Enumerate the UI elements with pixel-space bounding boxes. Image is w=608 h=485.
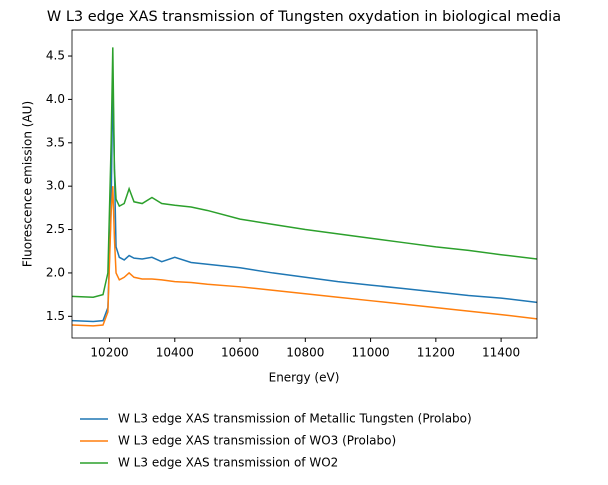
x-tick-label: 10800 [286,346,324,360]
y-tick-label: 2.5 [46,222,65,236]
y-tick-label: 2.0 [46,265,65,279]
plot-frame [71,29,538,339]
series-line [72,47,537,298]
legend-label: W L3 edge XAS transmission of WO3 (Prola… [118,434,396,448]
x-tick-label: 10400 [156,346,194,360]
y-axis-label: Fluorescence emission (AU) [21,101,35,267]
x-tick-label: 11000 [351,346,389,360]
y-tick-label: 4.5 [46,49,65,63]
x-axis-label: Energy (eV) [269,371,340,385]
x-tick-label: 10200 [90,346,128,360]
x-tick-label: 10600 [221,346,259,360]
series-line [72,186,537,327]
x-tick-label: 11200 [417,346,455,360]
y-tick-label: 3.5 [46,135,65,149]
legend-label: W L3 edge XAS transmission of WO2 [118,456,338,470]
y-tick-label: 4.0 [46,92,65,106]
y-tick-label: 1.5 [46,309,65,323]
legend-label: W L3 edge XAS transmission of Metallic T… [118,412,472,426]
x-tick-label: 11400 [482,346,520,360]
y-tick-label: 3.0 [46,179,65,193]
chart-title: W L3 edge XAS transmission of Tungsten o… [47,9,561,25]
series-line [72,82,537,323]
